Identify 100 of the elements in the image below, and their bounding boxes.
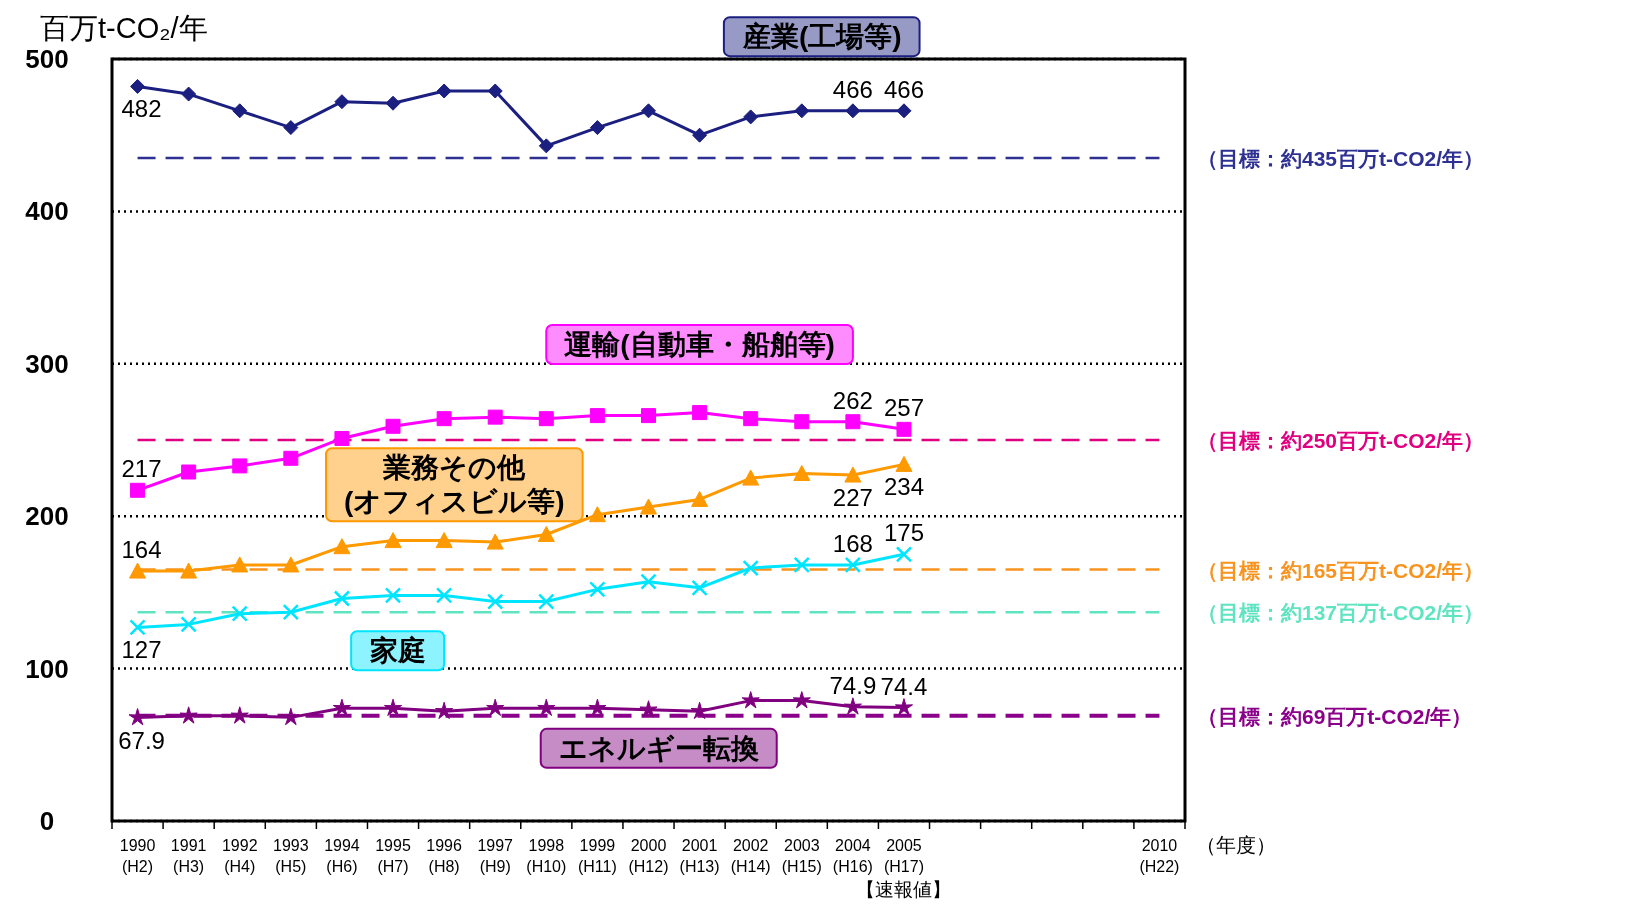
y-tick-label: 0 <box>39 806 55 836</box>
point <box>793 465 811 482</box>
point <box>743 411 759 427</box>
point <box>282 603 300 621</box>
point <box>128 708 147 726</box>
point <box>792 691 811 709</box>
point <box>231 605 248 622</box>
ref-line-label: （目標：約69百万t-CO2/年） <box>1197 704 1473 728</box>
point <box>690 701 709 720</box>
point <box>232 103 248 119</box>
point <box>639 700 658 718</box>
x-tick-label: 1997 (H9) <box>477 837 514 875</box>
series-label: 産業(工場等) <box>741 21 902 53</box>
series-label: エネルギー転換 <box>558 732 759 764</box>
x-tick-label: 2000 (H12) <box>628 837 669 875</box>
data-label: 127 <box>121 636 162 664</box>
point <box>334 94 350 110</box>
text: 【速報値】 <box>856 879 952 900</box>
point <box>588 698 607 717</box>
point <box>231 556 249 573</box>
x-tick-label: 1999 (H11) <box>577 837 617 875</box>
point <box>794 103 810 119</box>
data-label: 168 <box>832 529 873 557</box>
point <box>436 411 452 427</box>
point <box>896 103 912 119</box>
point <box>435 587 453 604</box>
point <box>743 109 759 125</box>
point <box>589 120 605 136</box>
point <box>435 532 453 549</box>
point <box>180 616 197 633</box>
x-tick-label: 1995 (H7) <box>375 837 411 875</box>
x-tick-label: 2002 (H14) <box>730 837 771 875</box>
x-tick-label: 1991 (H3) <box>170 837 207 875</box>
point <box>640 498 657 515</box>
point <box>283 120 299 136</box>
point <box>487 83 503 99</box>
point <box>435 701 454 720</box>
point <box>742 469 760 486</box>
x-tick-label: 2010 (H22) <box>1139 837 1180 875</box>
x-tick-label: 2003 (H15) <box>781 837 822 875</box>
point <box>691 490 709 507</box>
data-label: 67.9 <box>118 726 165 754</box>
ref-line-label: （目標：約165百万t-CO2/年） <box>1197 558 1485 582</box>
series-label: 運輸(自動車・船舶等) <box>564 328 835 360</box>
point <box>843 697 862 715</box>
point <box>895 455 913 472</box>
data-label: 262 <box>832 386 873 414</box>
point <box>334 430 350 446</box>
point <box>895 546 913 563</box>
point <box>487 409 503 425</box>
point <box>742 559 759 577</box>
point <box>691 579 708 597</box>
point <box>845 414 861 430</box>
data-label: 74.9 <box>829 671 877 699</box>
x-tick-label: 2005 (H17) <box>883 837 924 875</box>
point <box>129 619 146 636</box>
point <box>385 95 401 111</box>
point <box>282 556 300 573</box>
point <box>692 405 708 421</box>
data-label: 482 <box>121 95 162 123</box>
point <box>436 83 452 99</box>
point <box>486 698 505 717</box>
point <box>794 414 810 430</box>
data-label: 164 <box>121 536 162 564</box>
x-tick-label: 1994 (H6) <box>324 837 360 875</box>
y-tick-label: 400 <box>25 196 69 227</box>
ref-line-label: （目標：約435百万t-CO2/年） <box>1197 147 1485 171</box>
y-tick-label: 500 <box>25 44 69 74</box>
point <box>538 138 554 154</box>
series-label: 家庭 <box>369 635 427 667</box>
point <box>181 464 197 480</box>
data-label: 466 <box>883 75 924 103</box>
x-tick-label: 2004 (H16) <box>832 837 873 875</box>
point <box>232 458 248 474</box>
x-tick-label: 1996 (H8) <box>426 837 463 875</box>
point <box>896 421 912 437</box>
point <box>385 418 401 434</box>
x-tick-label: 1998 (H10) <box>526 837 567 875</box>
point <box>180 562 198 579</box>
data-label: 175 <box>883 519 924 547</box>
x-tick-label: 1992 (H4) <box>221 837 258 875</box>
data-label: 234 <box>883 473 924 501</box>
point <box>793 556 811 574</box>
point <box>129 562 147 579</box>
point <box>641 103 656 119</box>
point <box>333 538 351 555</box>
point <box>281 707 300 726</box>
ref-line-label: （目標：約137百万t-CO2/年） <box>1197 601 1485 625</box>
y-tick-label: 200 <box>25 501 69 532</box>
point <box>538 411 554 427</box>
x-tick-label: 1993 (H5) <box>273 837 309 875</box>
data-label: 257 <box>883 394 924 422</box>
point <box>538 593 555 610</box>
point <box>692 127 708 143</box>
point <box>537 525 555 542</box>
point <box>179 706 198 724</box>
point <box>384 532 402 549</box>
point <box>845 103 861 119</box>
data-label: 74.4 <box>880 672 928 700</box>
point <box>588 506 606 523</box>
